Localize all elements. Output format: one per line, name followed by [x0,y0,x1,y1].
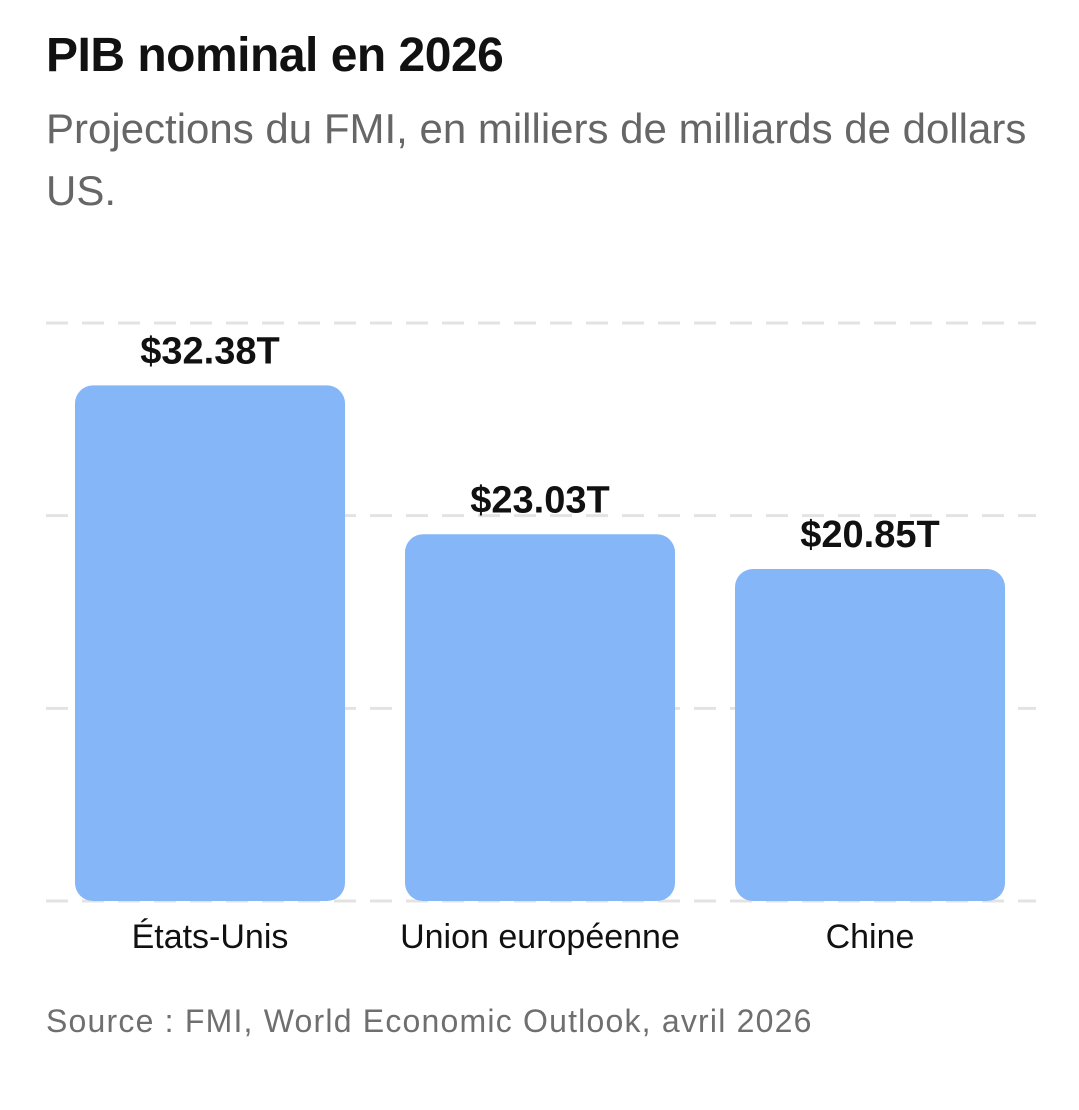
value-label-1: $23.03T [470,479,609,521]
category-labels: États-Unis Union européenne Chine [132,918,915,956]
chart-subtitle: Projections du FMI, en milliers de milli… [46,105,1027,214]
category-label-0: États-Unis [132,918,289,956]
category-label-1: Union européenne [400,918,680,956]
chart-title: PIB nominal en 2026 [46,29,504,82]
bars [75,385,1005,902]
value-label-2: $20.85T [800,514,939,556]
bar-chart: $32.38T $23.03T $20.85T États-Unis Union eu… [46,321,1036,956]
value-label-0: $32.38T [140,330,279,372]
bar-1 [405,534,675,901]
source-note: Source : FMI, World Economic Outlook, av… [46,1003,813,1039]
bar-2 [735,569,1005,901]
bar-0 [75,385,345,902]
category-label-2: Chine [826,918,915,956]
value-labels: $32.38T $23.03T $20.85T [140,330,939,556]
